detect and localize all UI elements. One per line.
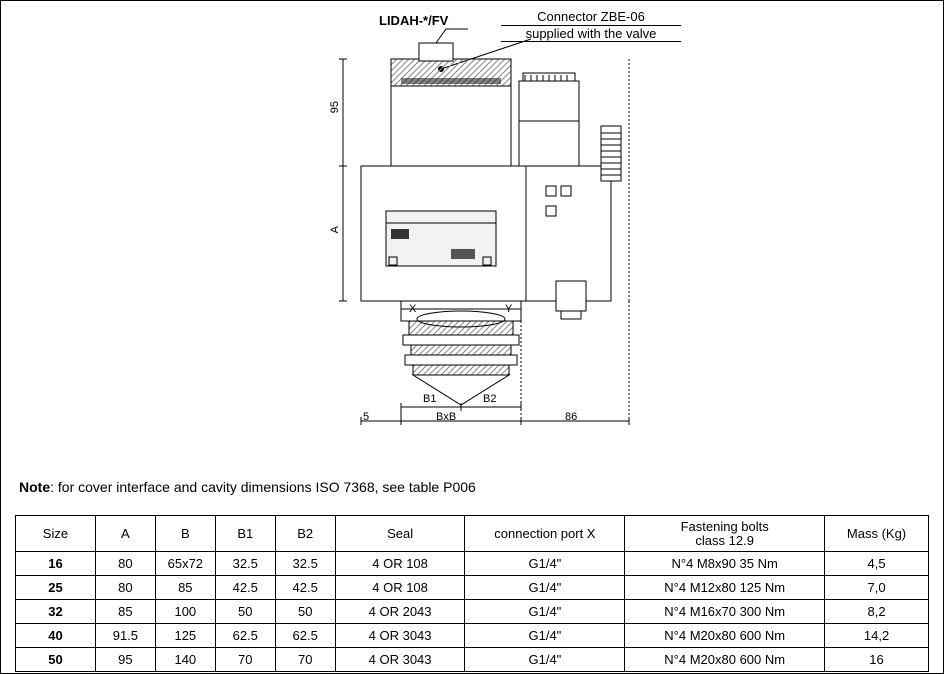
table-cell: N°4 M8x90 35 Nm [625, 552, 825, 576]
table-cell: 65x72 [155, 552, 215, 576]
valve-drawing-svg [301, 11, 701, 441]
table-cell: 32.5 [275, 552, 335, 576]
table-cell: N°4 M20x80 600 Nm [625, 648, 825, 672]
table-col-5: Seal [335, 516, 465, 552]
technical-drawing: 95 A X Y B1 B2 5 BxB 86 [301, 11, 701, 441]
table-cell: 125 [155, 624, 215, 648]
table-cell: 80 [95, 552, 155, 576]
table-cell: G1/4" [465, 648, 625, 672]
table-cell: 50 [275, 600, 335, 624]
table-cell: 91.5 [95, 624, 155, 648]
table-row: 168065x7232.532.54 OR 108G1/4"N°4 M8x90 … [16, 552, 929, 576]
table-cell: 70 [215, 648, 275, 672]
dim-bxb: BxB [436, 411, 456, 423]
dim-a: A [329, 226, 341, 233]
table-cell: N°4 M20x80 600 Nm [625, 624, 825, 648]
table-cell: 4 OR 108 [335, 552, 465, 576]
table-cell: 4 OR 2043 [335, 600, 465, 624]
port-x-label: X [409, 303, 416, 315]
table-cell: 16 [825, 648, 929, 672]
table-cell: N°4 M16x70 300 Nm [625, 600, 825, 624]
table-cell: G1/4" [465, 600, 625, 624]
table-cell: 70 [275, 648, 335, 672]
table-col-4: B2 [275, 516, 335, 552]
table-cell: 50 [16, 648, 96, 672]
table-col-8: Mass (Kg) [825, 516, 929, 552]
table-cell: 4 OR 3043 [335, 624, 465, 648]
table-cell: 14,2 [825, 624, 929, 648]
table-cell: G1/4" [465, 552, 625, 576]
table-cell: 62.5 [275, 624, 335, 648]
table-cell: 4,5 [825, 552, 929, 576]
table-cell: 85 [95, 600, 155, 624]
table-col-2: B [155, 516, 215, 552]
note-line: Note: for cover interface and cavity dim… [19, 479, 476, 495]
table-cell: 40 [16, 624, 96, 648]
table-cell: 80 [95, 576, 155, 600]
table-cell: 100 [155, 600, 215, 624]
dim-86: 86 [565, 411, 577, 423]
table-cell: G1/4" [465, 576, 625, 600]
table-cell: G1/4" [465, 624, 625, 648]
port-y-label: Y [505, 303, 512, 315]
table-col-3: B1 [215, 516, 275, 552]
dim-95: 95 [329, 101, 341, 113]
table-col-0: Size [16, 516, 96, 552]
table-col-1: A [95, 516, 155, 552]
table-cell: 42.5 [275, 576, 335, 600]
table-col-6: connection port X [465, 516, 625, 552]
table-cell: 95 [95, 648, 155, 672]
spec-table: SizeABB1B2Sealconnection port XFastening… [15, 515, 929, 672]
note-prefix: Note [19, 479, 50, 495]
table-cell: 8,2 [825, 600, 929, 624]
table-row: 509514070704 OR 3043G1/4"N°4 M20x80 600 … [16, 648, 929, 672]
table-cell: N°4 M12x80 125 Nm [625, 576, 825, 600]
table-cell: 50 [215, 600, 275, 624]
table-cell: 42.5 [215, 576, 275, 600]
table-cell: 4 OR 108 [335, 576, 465, 600]
table-cell: 7,0 [825, 576, 929, 600]
table-cell: 85 [155, 576, 215, 600]
table-cell: 32 [16, 600, 96, 624]
table-cell: 4 OR 3043 [335, 648, 465, 672]
table-cell: 62.5 [215, 624, 275, 648]
table-header-row: SizeABB1B2Sealconnection port XFastening… [16, 516, 929, 552]
table-row: 4091.512562.562.54 OR 3043G1/4"N°4 M20x8… [16, 624, 929, 648]
table-col-7: Fastening boltsclass 12.9 [625, 516, 825, 552]
table-cell: 16 [16, 552, 96, 576]
table-cell: 25 [16, 576, 96, 600]
dim-b1: B1 [423, 393, 436, 405]
table-row: 328510050504 OR 2043G1/4"N°4 M16x70 300 … [16, 600, 929, 624]
table-cell: 140 [155, 648, 215, 672]
table-cell: 32.5 [215, 552, 275, 576]
note-text: : for cover interface and cavity dimensi… [50, 479, 476, 495]
dim-5: 5 [363, 411, 369, 423]
dim-b2: B2 [483, 393, 496, 405]
table-row: 25808542.542.54 OR 108G1/4"N°4 M12x80 12… [16, 576, 929, 600]
